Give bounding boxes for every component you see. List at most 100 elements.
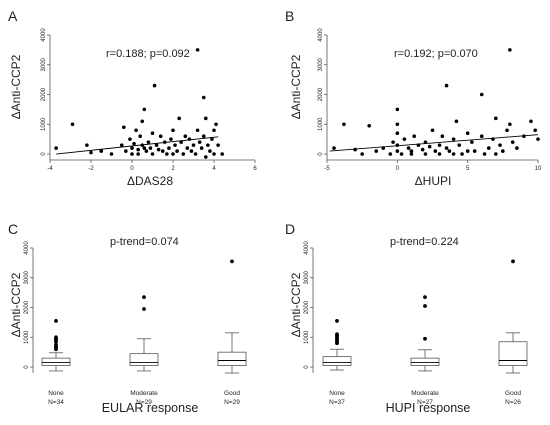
panel-b-data-point bbox=[437, 143, 442, 147]
panel-b-data-point bbox=[395, 131, 400, 136]
panel-a-data-point bbox=[165, 152, 169, 156]
panel-a-data-point bbox=[99, 149, 104, 153]
panel-a-y-tick-label: 3000 bbox=[41, 57, 47, 71]
panel-b-data-point bbox=[374, 149, 379, 153]
panel-a-data-point bbox=[167, 146, 171, 150]
panel-a-data-point bbox=[124, 149, 128, 153]
panel-a-x-tick-label: 2 bbox=[171, 166, 175, 172]
panel-d-plot: 0 1000 2000 3000 4000 None N=37 Moderate N=27 Goo… bbox=[304, 241, 528, 406]
panel-a-x-axis-title: ΔDAS28 bbox=[127, 174, 173, 188]
panel-a-data-point bbox=[109, 152, 114, 156]
panel-c-box bbox=[41, 357, 71, 366]
panel-a-data-point bbox=[171, 152, 175, 156]
panel-a-data-point bbox=[119, 143, 124, 147]
panel-b-data-point bbox=[472, 149, 477, 153]
panel-a-x-tick-label: 4 bbox=[212, 166, 216, 172]
panel-c-outlier-point bbox=[54, 319, 58, 323]
panel-c-y-tick-label: 2000 bbox=[24, 300, 30, 314]
panel-a-data-point bbox=[189, 149, 194, 153]
panel-c-y-tick-label: 0 bbox=[24, 365, 30, 369]
panel-b-data-point bbox=[342, 122, 346, 127]
panel-d-outlier-point bbox=[511, 259, 515, 264]
panel-d-y-tick-label: 1000 bbox=[304, 330, 310, 344]
panel-b-data-point bbox=[494, 116, 498, 121]
panel-d-box bbox=[322, 356, 352, 366]
panel-c-category-label: Moderate bbox=[130, 390, 158, 397]
panel-b-data-point bbox=[529, 119, 533, 124]
panel-d-category-label: None bbox=[329, 390, 345, 397]
panel-c-group-count-label: N=29 bbox=[224, 399, 240, 406]
panel-b: B ΔAnti-CCP2 r=0.192; p=0.070 ΔHUPI 0100… bbox=[285, 8, 542, 188]
panel-b-data-point bbox=[440, 134, 445, 138]
panel-a-data-point bbox=[204, 155, 208, 159]
panel-a-data-point bbox=[132, 141, 136, 146]
panel-b-data-point bbox=[515, 146, 519, 150]
panel-b-data-point bbox=[391, 140, 395, 144]
panel-b-x-tick-label: -5 bbox=[324, 166, 330, 172]
panel-c-category-label: Good bbox=[224, 390, 240, 397]
panel-a-x-tick-label: -4 bbox=[47, 166, 53, 172]
panel-b-data-point bbox=[494, 152, 498, 156]
panel-a-x-tick-label: 6 bbox=[253, 166, 257, 172]
panel-a-data-point bbox=[156, 147, 161, 152]
panel-d-group-count-label: N=27 bbox=[417, 399, 433, 406]
panel-a-data-point bbox=[206, 143, 210, 147]
panel-b-data-point bbox=[508, 48, 512, 52]
panel-b-data-point bbox=[501, 149, 505, 153]
panel-a-data-point bbox=[171, 128, 175, 133]
panel-b-data-point bbox=[395, 143, 400, 147]
panel-a-data-point bbox=[216, 143, 220, 147]
panel-a-plot: 0 1000 2000 3000 4000 -4 -2 0 2 4 6 bbox=[41, 28, 257, 172]
panel-b-data-point bbox=[470, 140, 474, 144]
panel-a-data-point bbox=[199, 146, 204, 150]
panel-d-outlier-point bbox=[335, 332, 339, 337]
panel-a-y-tick-label: 1000 bbox=[41, 117, 47, 131]
panel-b-data-point bbox=[420, 147, 425, 152]
panel-a-data-point bbox=[214, 122, 218, 127]
panel-d-outlier-point bbox=[335, 319, 339, 323]
panel-b-data-point bbox=[479, 134, 484, 138]
panel-a-data-point bbox=[136, 152, 140, 156]
panel-b-data-point bbox=[451, 152, 456, 156]
panel-b-plot: 0 1000 2000 3000 4000 -5 0 5 10 bbox=[318, 28, 542, 172]
panel-d-group-count-label: N=37 bbox=[329, 399, 345, 406]
panel-b-data-point bbox=[437, 152, 442, 156]
panel-d-y-tick-label: 4000 bbox=[304, 241, 310, 255]
panel-d-p-trend-annotation: p-trend=0.224 bbox=[390, 236, 459, 248]
panel-a-data-point bbox=[195, 128, 200, 133]
panel-b-data-point bbox=[367, 123, 372, 128]
panel-b-data-point bbox=[465, 131, 470, 136]
panel-a-data-point bbox=[130, 146, 134, 150]
panel-a-y-axis-title: ΔAnti-CCP2 bbox=[9, 54, 23, 119]
panel-b-data-point bbox=[423, 152, 428, 156]
panel-c-outlier-point bbox=[54, 335, 58, 340]
panel-a-x-tick-label: -2 bbox=[88, 166, 94, 172]
panel-b-letter: B bbox=[285, 8, 294, 24]
panel-b-y-tick-label: 0 bbox=[318, 152, 324, 156]
panel-b-data-point bbox=[395, 107, 400, 112]
panel-c-outlier-point bbox=[230, 259, 234, 264]
panel-d-box bbox=[410, 357, 440, 366]
panel-a-data-point bbox=[142, 107, 147, 112]
panel-b-data-point bbox=[510, 140, 515, 144]
panel-b-x-tick-label: 5 bbox=[466, 166, 470, 172]
panel-d-outlier-point bbox=[423, 295, 427, 300]
panel-a-data-point bbox=[89, 150, 93, 155]
panel-b-y-tick-label: 1000 bbox=[318, 117, 324, 131]
panel-a-data-point bbox=[160, 149, 165, 153]
panel-b-data-point bbox=[482, 152, 487, 156]
panel-a-data-point bbox=[193, 152, 198, 156]
panel-a-data-point bbox=[169, 137, 173, 141]
panel-b-data-point bbox=[430, 128, 435, 133]
panel-a-x-tick-label: 0 bbox=[130, 166, 134, 172]
panel-a-data-point bbox=[128, 137, 132, 141]
panel-d-letter: D bbox=[285, 221, 295, 237]
panel-b-x-tick-label: 0 bbox=[396, 166, 400, 172]
panel-d: D ΔAnti-CCP2 p-trend=0.224 HUPI response… bbox=[285, 221, 528, 415]
panel-a-trend-line bbox=[56, 136, 219, 155]
panel-a: A ΔAnti-CCP2 r=0.188; p=0.092 ΔDAS28 0 10… bbox=[8, 8, 257, 188]
panel-c-y-tick-label: 3000 bbox=[24, 270, 30, 284]
panel-b-x-axis-title: ΔHUPI bbox=[415, 174, 452, 188]
panel-a-data-point bbox=[130, 152, 134, 156]
panel-a-data-point bbox=[201, 95, 206, 100]
